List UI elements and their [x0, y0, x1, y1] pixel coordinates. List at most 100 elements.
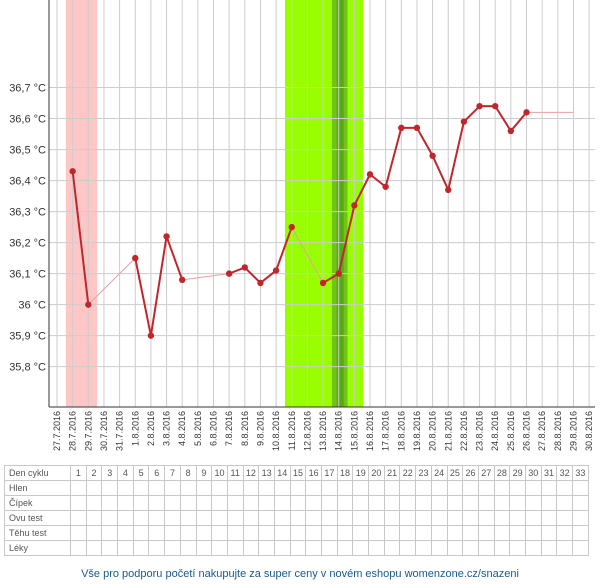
table-cell: 18 [336, 465, 354, 481]
table-cell [321, 510, 338, 526]
table-cell: 28 [493, 465, 511, 481]
x-tick-label: 4.8.2016 [177, 411, 187, 446]
temperature-point [523, 109, 530, 116]
temperature-point [163, 233, 170, 240]
table-cell [226, 525, 244, 541]
x-tick-label: 25.8.2016 [506, 411, 516, 451]
table-cell [321, 480, 338, 496]
x-tick-label: 6.8.2016 [209, 411, 219, 446]
x-tick-label: 19.8.2016 [412, 411, 422, 451]
table-cell [305, 540, 322, 556]
table-cell [85, 495, 103, 511]
table-cell [195, 540, 213, 556]
x-tick-label: 8.8.2016 [240, 411, 250, 446]
table-cell [524, 510, 542, 526]
x-tick-label: 11.8.2016 [287, 411, 297, 450]
table-cell [415, 510, 432, 526]
table-cell [70, 510, 87, 526]
table-cell [305, 525, 322, 541]
table-cell: 16 [305, 465, 322, 481]
x-tick-label: 22.8.2016 [459, 411, 469, 451]
table-cell [352, 480, 370, 496]
table-cell [289, 525, 307, 541]
series-segment [291, 226, 324, 284]
x-tick-label: 29.8.2016 [568, 411, 578, 451]
table-cell [446, 480, 464, 496]
y-tick-label: 36,3 °C [9, 207, 46, 219]
series-segment [369, 173, 387, 188]
table-cell [477, 540, 495, 556]
table-cell [336, 495, 354, 511]
table-cell [399, 495, 417, 511]
table-cell: 17 [321, 465, 338, 481]
table-cell [305, 495, 322, 511]
table-cell [556, 480, 573, 496]
table-cell [164, 495, 181, 511]
table-cell [211, 495, 228, 511]
table-cell [572, 525, 589, 541]
table-cell [446, 525, 464, 541]
table-cell [321, 525, 338, 541]
temperature-point [288, 223, 295, 231]
table-cell [415, 525, 432, 541]
grid-lines [49, 0, 595, 407]
temperature-point [429, 152, 436, 159]
table-cell [477, 510, 495, 526]
temperature-point [319, 279, 327, 287]
x-tick-label: 27.7.2016 [52, 411, 62, 451]
table-cell: 22 [399, 465, 417, 481]
temperature-point [132, 254, 139, 262]
series-segment [353, 173, 371, 206]
table-cell [258, 480, 275, 496]
table-cell [85, 510, 103, 526]
temperature-point [257, 279, 264, 287]
table-cell [258, 510, 275, 526]
table-cell [289, 540, 307, 556]
table-cell [289, 510, 307, 526]
table-cell: 24 [430, 465, 448, 481]
table-cell [383, 510, 401, 526]
table-cell: 6 [148, 465, 166, 481]
table-cell: 14 [273, 465, 291, 481]
table-cell [430, 540, 448, 556]
y-tick-label: 35,9 °C [9, 331, 46, 343]
table-cell [211, 510, 228, 526]
table-cell [85, 480, 103, 496]
table-cell: 4 [117, 465, 134, 481]
series-segment [134, 257, 152, 336]
table-cell [556, 510, 573, 526]
x-tick-label: 17.8.2016 [381, 411, 391, 451]
table-cell [399, 525, 417, 541]
table-cell: 10 [211, 465, 228, 481]
table-cell [85, 525, 103, 541]
series-segment [384, 127, 403, 188]
table-cell [368, 525, 385, 541]
table-cell [273, 510, 291, 526]
table-cell: 13 [258, 465, 275, 481]
table-cell [132, 495, 150, 511]
table-cell [477, 525, 495, 541]
table-cell [399, 540, 417, 556]
series-segment [182, 273, 230, 281]
table-cell [321, 540, 338, 556]
table-cell: 32 [556, 465, 573, 481]
table-cell [462, 525, 479, 541]
table-cell [336, 480, 354, 496]
table-cell [273, 480, 291, 496]
table-cell [195, 510, 213, 526]
table-cell: 7 [164, 465, 181, 481]
temperature-point [225, 270, 233, 277]
table-cell: 8 [179, 465, 197, 481]
footer-link[interactable]: Vše pro podporu početí nakupujte za supe… [81, 568, 519, 580]
table-cell [352, 510, 370, 526]
y-tick-label: 36 °C [18, 300, 46, 312]
table-row: Čípek [4, 495, 589, 511]
table-cell [524, 480, 542, 496]
fertile-band [284, 0, 364, 407]
table-cell [226, 510, 244, 526]
table-cell [446, 510, 464, 526]
table-cell [305, 510, 322, 526]
table-cell [336, 540, 354, 556]
table-cell [493, 495, 511, 511]
y-tick-labels: 35,8 °C 35,9 °C 36 °C 36,1 °C 36,2 °C 36,3 °C… [9, 83, 46, 374]
